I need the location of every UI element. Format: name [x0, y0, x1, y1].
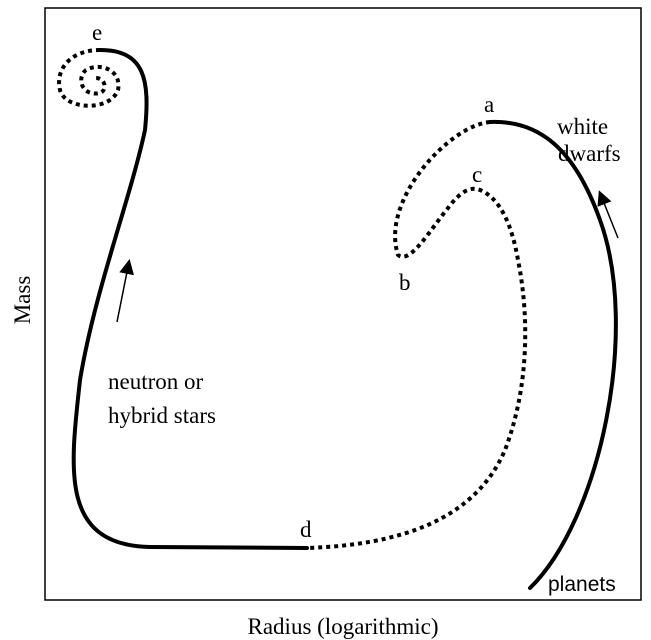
point-label: c: [472, 162, 482, 187]
point-label: d: [300, 517, 312, 542]
point-label: a: [484, 92, 494, 117]
frame: [44, 7, 642, 601]
unstable-branch: [306, 120, 528, 550]
neutron-star-branch: [71, 48, 309, 550]
annotation: hybrid stars: [108, 403, 216, 428]
spiral: [57, 48, 121, 108]
annotation: white: [557, 114, 608, 139]
point-label: b: [399, 270, 411, 295]
point-label: e: [92, 20, 102, 45]
annotation: dwarfs: [558, 141, 621, 166]
arrow: [597, 190, 619, 239]
x-axis-label: Radius (logarithmic): [248, 614, 439, 639]
y-axis-label: Mass: [10, 276, 35, 325]
arrow: [116, 259, 135, 323]
annotation: planets: [548, 573, 616, 596]
annotation: neutron or: [108, 369, 204, 394]
white-dwarf-branch: [488, 119, 618, 590]
